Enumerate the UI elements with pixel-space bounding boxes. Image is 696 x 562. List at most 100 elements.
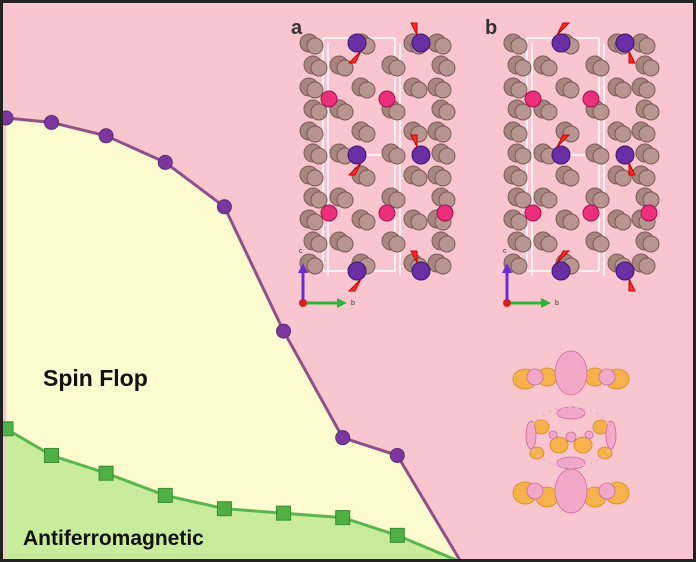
antiferromagnetic-region [6,428,454,559]
atom-brown [358,169,376,187]
spin-arrow [556,134,571,148]
atom-brown [540,191,558,209]
atom-brown [540,103,558,121]
antiferromagnetic-point [44,447,59,463]
spin-arrow [347,162,362,176]
density-lobe-pink [598,368,616,386]
atom-brown [410,213,428,231]
atom-brown [592,103,610,121]
atom-brown [514,191,532,209]
atom-magenta [378,204,396,222]
atom-brown [306,125,324,143]
atom-brown [638,169,656,187]
density-lobe-pink [565,431,577,443]
atom-purple [411,33,431,53]
atom-brown [358,125,376,143]
antiferromagnetic-point [98,465,114,481]
atom-brown [642,103,660,121]
atom-brown [592,59,610,77]
atom-purple [615,261,635,281]
atom-brown [410,169,428,187]
atom-brown [510,257,528,275]
atom-magenta [582,204,600,222]
atom-purple [347,261,367,281]
atom-brown [638,257,656,275]
a-axis-dot [299,299,307,307]
atom-purple [615,33,635,53]
atom-purple [551,145,571,165]
density-lobe-pink [526,482,544,500]
density-lobe-pink [605,420,617,450]
atom-brown [614,213,632,231]
atom-brown [410,81,428,99]
atom-brown [438,59,456,77]
spin-arrow [410,134,418,148]
atom-brown [562,125,580,143]
antiferromagnetic-point [157,487,173,503]
atom-brown [510,169,528,187]
atom-magenta [524,204,542,222]
c-axis-label: c [299,248,303,255]
atom-brown [434,125,452,143]
spin-arrow [347,278,362,292]
atom-brown [540,235,558,253]
density-lobe-pink [584,430,594,440]
density-lobe-pink [548,430,558,440]
spin-arrow [410,250,418,264]
atom-brown [562,81,580,99]
atom-brown [540,59,558,77]
atom-brown [592,147,610,165]
atom-brown [510,37,528,55]
atom-brown [310,147,328,165]
spin-arrow [628,50,636,64]
density-lobe-pink [556,406,586,420]
c-axis-head [502,263,512,273]
b-axis-head [337,298,347,308]
antiferromagnetic-point [335,510,351,526]
atom-brown [310,235,328,253]
spin-arrow [347,50,362,64]
atom-brown [592,235,610,253]
antiferromagnetic-label: Antiferromagnetic [23,527,204,550]
atom-brown [642,147,660,165]
atom-brown [514,103,532,121]
atom-purple [347,145,367,165]
atom-purple [551,33,571,53]
atom-brown [510,213,528,231]
atom-brown [642,59,660,77]
atom-magenta [436,204,454,222]
atom-brown [336,103,354,121]
atom-purple [615,145,635,165]
atom-magenta [320,90,338,108]
atom-brown [614,125,632,143]
atom-brown [514,59,532,77]
atom-brown [438,235,456,253]
c-axis-label: c [503,248,507,255]
atom-brown [510,81,528,99]
atom-brown [310,59,328,77]
atom-brown [638,81,656,99]
atom-brown [434,257,452,275]
atom-brown [358,81,376,99]
atom-brown [434,169,452,187]
c-axis-head [298,263,308,273]
b-axis-label: b [351,300,355,307]
density-lobe-pink [525,420,537,450]
spin-arrow [410,22,418,36]
axis-triad: cb [502,248,559,308]
spin-arrow [556,250,571,264]
atom-brown [438,147,456,165]
atom-brown [614,81,632,99]
spin-arrow [628,162,636,176]
antiferromagnetic-points [3,421,405,543]
density-lobe-pink [554,468,588,514]
atom-brown [434,81,452,99]
atom-brown [306,169,324,187]
spin-arrow [628,278,636,292]
atom-brown [310,103,328,121]
charge-density-isosurface [512,350,630,514]
spin-flop-point [335,430,351,446]
atom-brown [592,191,610,209]
atom-brown [306,81,324,99]
